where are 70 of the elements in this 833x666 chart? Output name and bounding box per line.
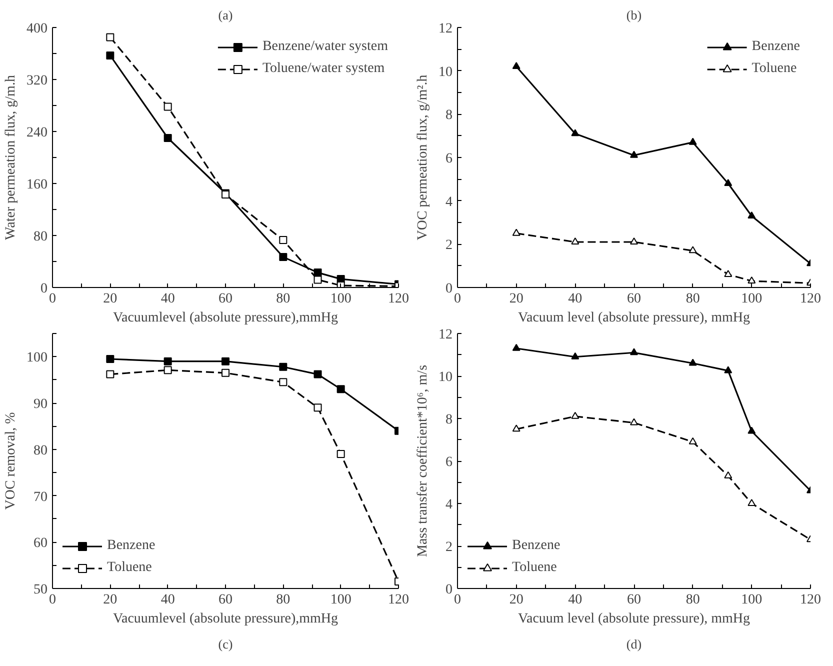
y-tick-label: 10 xyxy=(438,64,452,80)
x-tick-label: 60 xyxy=(627,592,641,608)
x-axis-title: Vacuumlevel (absolute pressure),mmHg xyxy=(112,612,338,626)
y-tick-label: 2 xyxy=(446,238,452,254)
legend-label: Benzene xyxy=(107,538,156,554)
y-tick-label: 90 xyxy=(34,397,48,412)
x-tick-label: 40 xyxy=(160,292,175,306)
x-tick-label: 60 xyxy=(218,292,232,306)
x-tick-label: 20 xyxy=(103,292,118,306)
x-tick-label: 60 xyxy=(218,592,232,608)
y-tick-label: 80 xyxy=(34,230,48,244)
y-tick-label: 10 xyxy=(438,370,452,385)
x-tick-label: 100 xyxy=(741,292,762,306)
x-tick-label: 100 xyxy=(741,592,762,608)
legend-label: Toluene/water system xyxy=(262,61,385,77)
y-tick-label: 80 xyxy=(34,443,48,458)
x-tick-label: 20 xyxy=(103,592,118,608)
text: (c) xyxy=(218,636,233,652)
y-tick-label: 4 xyxy=(446,194,452,210)
x-tick-label: 120 xyxy=(388,592,409,608)
legend-label: Toluene xyxy=(107,560,152,576)
y-axis-title: VOC removal, % xyxy=(4,412,18,510)
legend-label: Toluene xyxy=(752,61,797,77)
y-tick-label: 240 xyxy=(26,126,48,140)
x-tick-label: 120 xyxy=(388,292,409,306)
x-tick-label: 40 xyxy=(160,592,175,608)
y-tick-label: 2 xyxy=(446,540,452,555)
x-tick-label: 20 xyxy=(509,592,524,608)
x-tick-label: 80 xyxy=(276,592,290,608)
x-tick-label: 80 xyxy=(686,292,700,306)
y-tick-label: 320 xyxy=(26,74,48,88)
x-tick-label: 80 xyxy=(276,292,290,306)
y-tick-label: 100 xyxy=(26,350,48,366)
y-tick-label: 160 xyxy=(26,178,48,192)
text: (d) xyxy=(626,636,642,652)
x-axis-title: Vacuumlevel (absolute pressure),mmHg xyxy=(112,310,338,326)
y-tick-label: 8 xyxy=(446,108,452,124)
y-tick-label: 400 xyxy=(26,22,48,36)
x-tick-label: 60 xyxy=(627,292,641,306)
legend-label: Benzene/water system xyxy=(262,39,388,55)
y-tick-label: 0 xyxy=(446,582,452,598)
x-axis-title: Vacuum level (absolute pressure), mmHg xyxy=(518,310,750,326)
y-tick-label: 50 xyxy=(34,582,48,598)
y-tick-label: 12 xyxy=(438,22,452,36)
chart-title: (b) xyxy=(626,8,642,22)
y-tick-label: 6 xyxy=(446,152,452,166)
legend-label: Benzene xyxy=(512,538,560,554)
x-tick-label: 20 xyxy=(509,292,524,306)
x-tick-label: 100 xyxy=(330,592,352,608)
y-tick-label: 6 xyxy=(446,455,452,470)
x-axis-title: Vacuum level (absolute pressure), mmHg xyxy=(518,612,750,626)
y-axis-title: Mass transfer coefficient*10⁶, m/s xyxy=(416,364,430,558)
y-tick-label: 60 xyxy=(34,536,48,552)
legend-label: Toluene xyxy=(512,560,557,576)
y-tick-label: 70 xyxy=(34,490,48,505)
legend-label: Benzene xyxy=(752,39,800,55)
chart-title: (a) xyxy=(218,8,233,22)
y-tick-label: 12 xyxy=(438,328,452,342)
y-tick-label: 4 xyxy=(446,498,452,512)
x-tick-label: 120 xyxy=(800,292,821,306)
x-tick-label: 100 xyxy=(330,292,352,306)
y-axis-title: Water permeation flux, g/m.h xyxy=(4,75,18,240)
y-tick-label: 0 xyxy=(446,282,452,296)
x-tick-label: 80 xyxy=(686,592,700,608)
y-tick-label: 8 xyxy=(446,412,452,428)
x-tick-label: 40 xyxy=(568,292,582,306)
x-tick-label: 40 xyxy=(568,592,582,608)
y-tick-label: 0 xyxy=(40,282,48,296)
y-axis-title: VOC permeation flux, g/m².h xyxy=(416,74,430,240)
x-tick-label: 120 xyxy=(800,592,821,608)
